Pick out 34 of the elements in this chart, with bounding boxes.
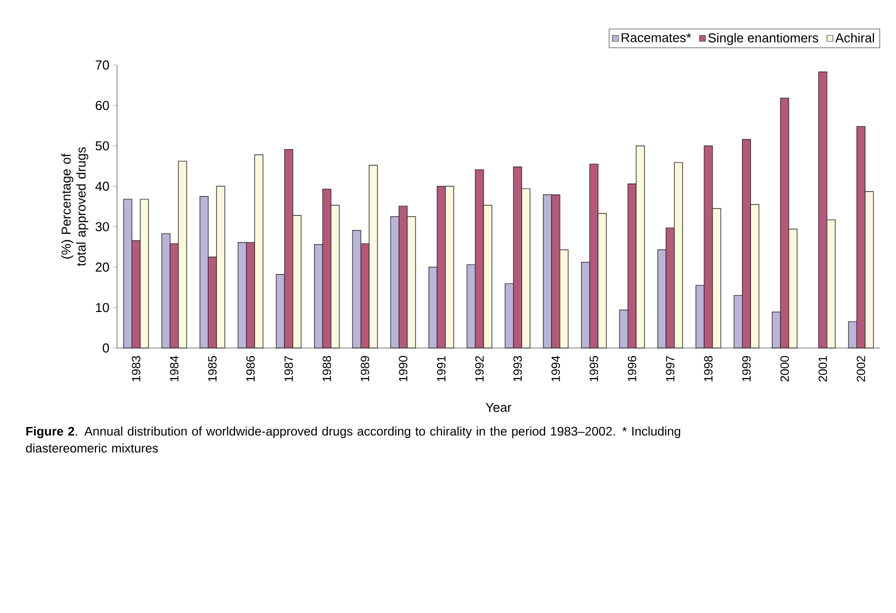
x-tick-label: 2000 — [780, 356, 789, 382]
x-tick-label: 1985 — [208, 356, 217, 382]
y-axis-title: (%) Percentage of total approved drugs — [61, 147, 88, 266]
x-tick-label: 1988 — [322, 356, 332, 382]
x-tick-label: 2001 — [818, 356, 828, 382]
x-tick-label: 1989 — [360, 356, 370, 382]
x-tick-label: 1999 — [742, 356, 751, 382]
x-tick-label: 1992 — [475, 356, 484, 382]
x-tick-label: 1991 — [437, 356, 446, 382]
x-tick-label: 1995 — [590, 356, 598, 382]
y-tick-label: 20 — [96, 262, 109, 272]
x-tick-label: 1997 — [666, 356, 674, 382]
x-axis-title: Year — [486, 402, 512, 412]
y-tick-label: 30 — [96, 222, 109, 232]
x-tick-label: 1998 — [704, 356, 713, 382]
x-tick-label: 2002 — [856, 356, 866, 382]
legend-label: Single enantiomers — [708, 32, 818, 46]
y-tick-label: 40 — [95, 182, 109, 191]
y-tick-label: 50 — [96, 141, 109, 150]
y-tick-label: 60 — [96, 100, 109, 110]
legend-label: Racemates* — [622, 33, 691, 42]
legend-label: Achiral — [835, 32, 874, 42]
y-tick-label: 70 — [96, 60, 109, 70]
x-tick-label: 1987 — [284, 356, 293, 382]
y-tick-label: 0 — [102, 343, 109, 353]
x-tick-label: 1990 — [398, 356, 408, 382]
text: Figure 2. Annual distribution of worldwide-approved drugs according to chirality in the period 1983–2002. * Including diastereomeric mixtures — [26, 426, 680, 453]
y-tick-label: 10 — [96, 302, 109, 312]
x-tick-label: 1994 — [552, 356, 560, 382]
x-tick-label: 1986 — [246, 356, 255, 382]
x-tick-label: 1984 — [170, 356, 178, 382]
x-tick-label: 1983 — [132, 356, 140, 382]
x-tick-label: 1996 — [628, 356, 636, 382]
x-tick-label: 1993 — [513, 356, 522, 382]
